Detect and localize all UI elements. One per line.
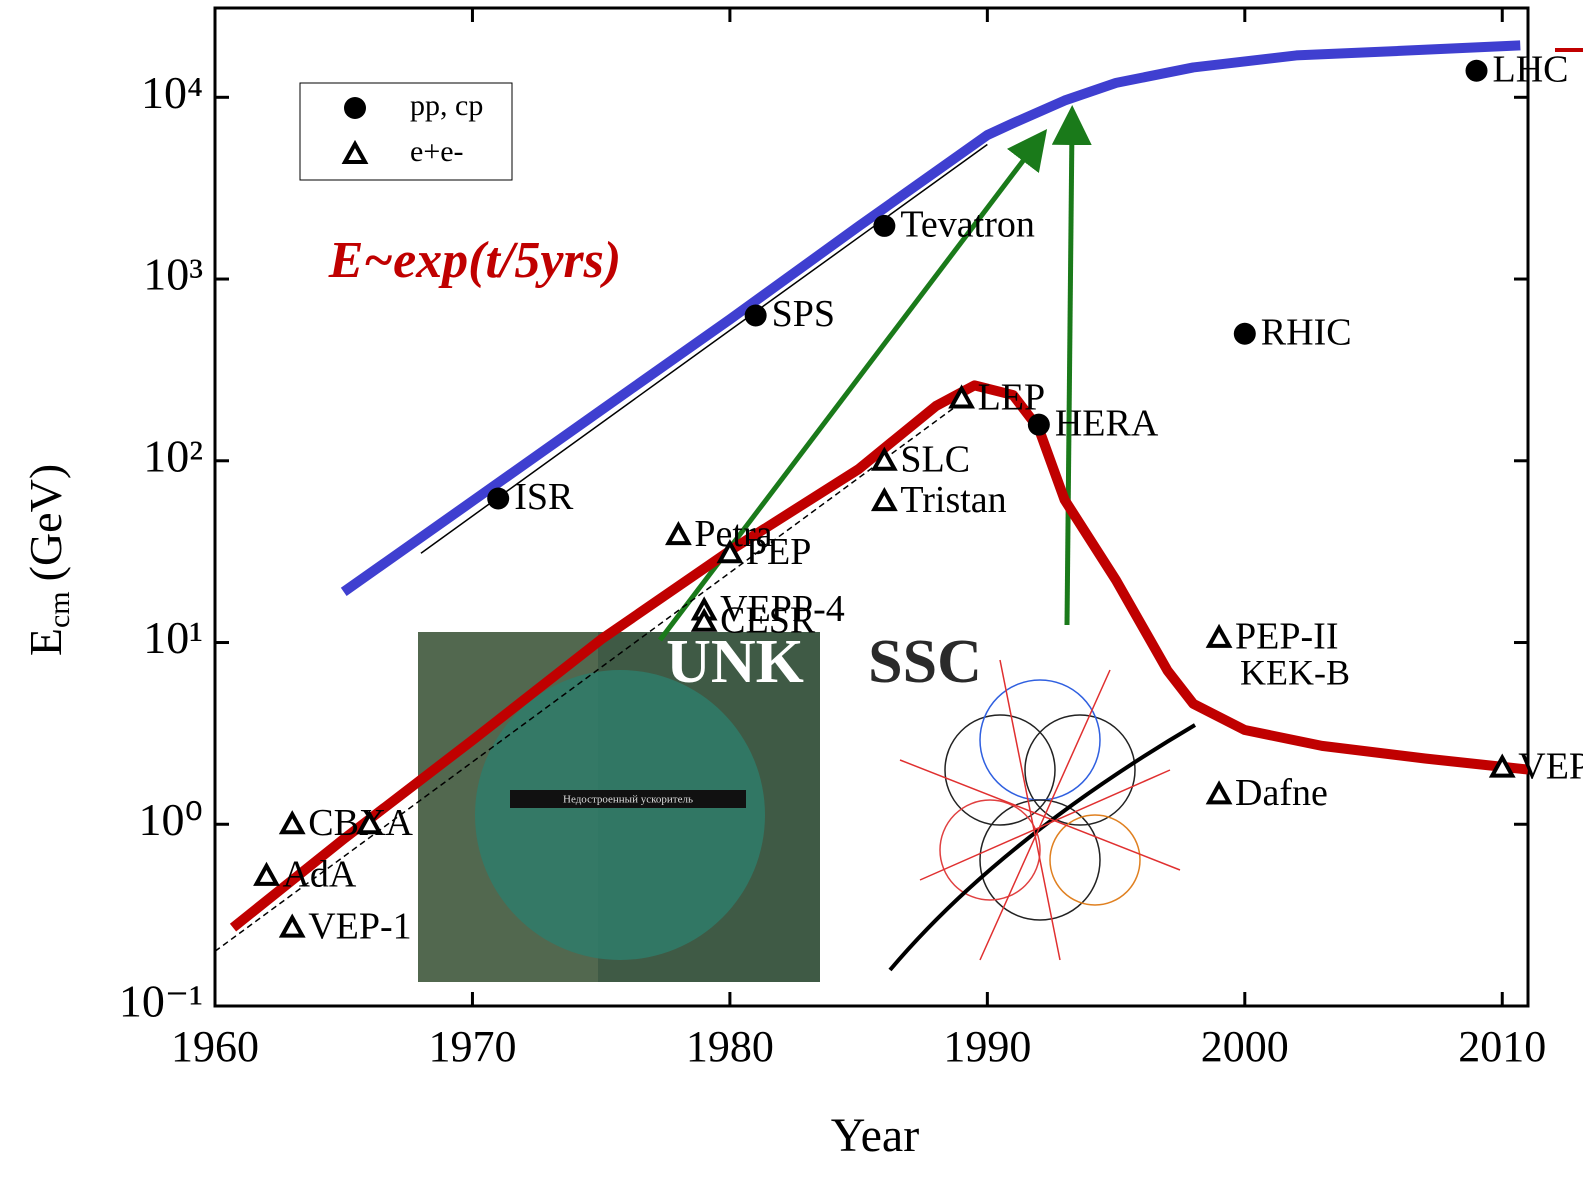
x-tick-label: 1970 (428, 1022, 516, 1071)
point (668, 525, 688, 543)
formula-annotation: E~exp(t/5yrs) (328, 232, 621, 289)
y-tick-label: 10⁴ (141, 67, 203, 118)
y-title-unit: (GeV) (20, 464, 71, 582)
point (874, 491, 894, 509)
point-label: ISR (514, 476, 574, 518)
point (282, 918, 302, 936)
point-label: A (385, 802, 413, 844)
kekb-label: KEK-B (1240, 652, 1350, 692)
point (256, 866, 276, 884)
legend: pp, cp e+e- (300, 83, 512, 180)
legend-label: pp, cp (410, 89, 483, 122)
point-label: AdA (282, 854, 356, 896)
point-label: VEP-1 (308, 905, 411, 947)
point-label: Tristan (900, 479, 1006, 521)
point-label: PEP-II (1235, 616, 1338, 658)
y-tick-label: 10² (143, 430, 203, 481)
y-tick-label: 10³ (143, 249, 203, 300)
legend-marker (344, 97, 366, 119)
point (745, 305, 767, 327)
ssc-event-image (890, 660, 1195, 970)
point-label: LHC (1493, 48, 1569, 90)
y-tick-label: 10⁰ (139, 794, 203, 845)
point (1466, 60, 1488, 82)
point (282, 814, 302, 832)
point-label: Tevatron (900, 204, 1035, 246)
point (1209, 784, 1229, 802)
x-tick-label: 1990 (943, 1022, 1031, 1071)
y-tick-label: 10⁻¹ (119, 976, 203, 1027)
point-label: SLC (900, 438, 970, 480)
legend-label: e+e- (410, 135, 464, 168)
x-axis-title: Year (831, 1109, 919, 1162)
y-title-main: E (20, 628, 71, 656)
x-tick-label: 2010 (1458, 1022, 1546, 1071)
page: {"chart_data":{"type":"scatter","xlabel"… (0, 0, 1583, 1180)
point-label: LEP (978, 376, 1046, 418)
point-label: RHIC (1261, 311, 1352, 353)
y-tick-label: 10¹ (143, 612, 203, 663)
svg-text:Недостроенный ускоритель: Недостроенный ускоритель (563, 794, 693, 806)
point-label: HERA (1055, 402, 1159, 444)
point (487, 488, 509, 510)
point-label: VEPP-2000 (1518, 745, 1583, 787)
point (1234, 323, 1256, 345)
y-axis-title: Ecm (GeV) (20, 464, 76, 656)
x-tick-label: 2000 (1201, 1022, 1289, 1071)
x-tick-label: 1960 (171, 1022, 259, 1071)
y-title-sub: cm (43, 591, 76, 628)
x-tick-label: 1980 (686, 1022, 774, 1071)
point (873, 215, 895, 237)
point-label: SPS (772, 293, 835, 335)
point-label: Dafne (1235, 772, 1328, 814)
point (1209, 628, 1229, 646)
point-label: CESR (720, 600, 816, 642)
ssc-label: SSC (868, 628, 982, 696)
chart: Недостроенный ускоритель pp, cp e+e- Year… (0, 0, 1583, 1180)
point (1492, 758, 1512, 776)
point-label: PEP (746, 531, 811, 573)
